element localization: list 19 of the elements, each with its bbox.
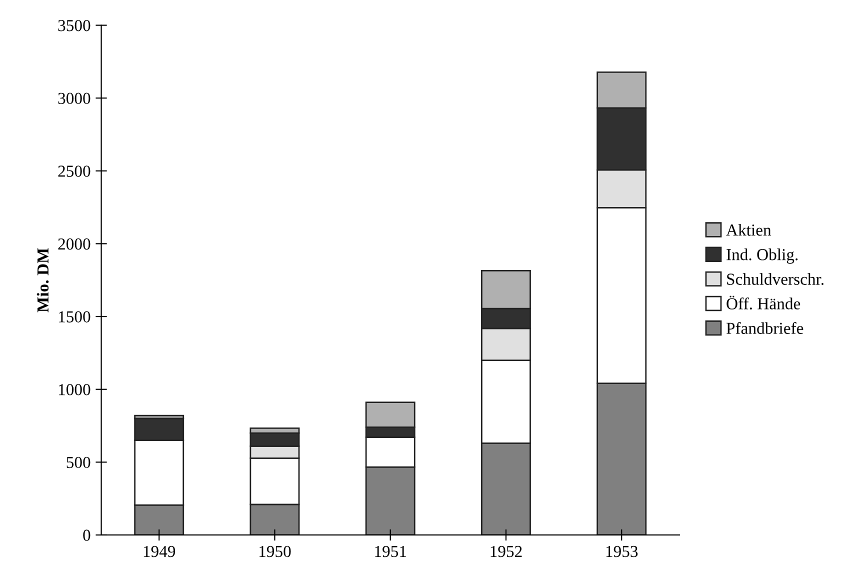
- x-tick-label: 1953: [606, 546, 638, 558]
- y-tick-label: 0: [83, 530, 90, 541]
- legend-label: Ind. Oblig.: [726, 248, 798, 264]
- y-axis-title: Mio. DM: [36, 248, 49, 312]
- x-tick-label: 1949: [144, 546, 176, 558]
- y-tick-label: 3000: [58, 92, 90, 104]
- y-tick-label: 2000: [58, 238, 90, 250]
- x-tick-label: 1950: [260, 546, 291, 558]
- x-tick-label: 1951: [375, 546, 406, 558]
- legend-label: Schuldverschr.: [727, 273, 824, 285]
- x-tick-label: 1952: [490, 546, 522, 558]
- y-tick-label: 1000: [58, 384, 90, 396]
- legend-label: Pfandbriefe: [726, 322, 804, 334]
- y-tick-label: 3500: [58, 20, 90, 32]
- legend-label: Aktien: [726, 224, 772, 236]
- legend-label: Öff. Hände: [726, 296, 800, 310]
- y-tick-label: 2500: [58, 166, 90, 177]
- y-tick-label: 500: [66, 456, 90, 468]
- y-tick-label: 1500: [58, 311, 90, 322]
